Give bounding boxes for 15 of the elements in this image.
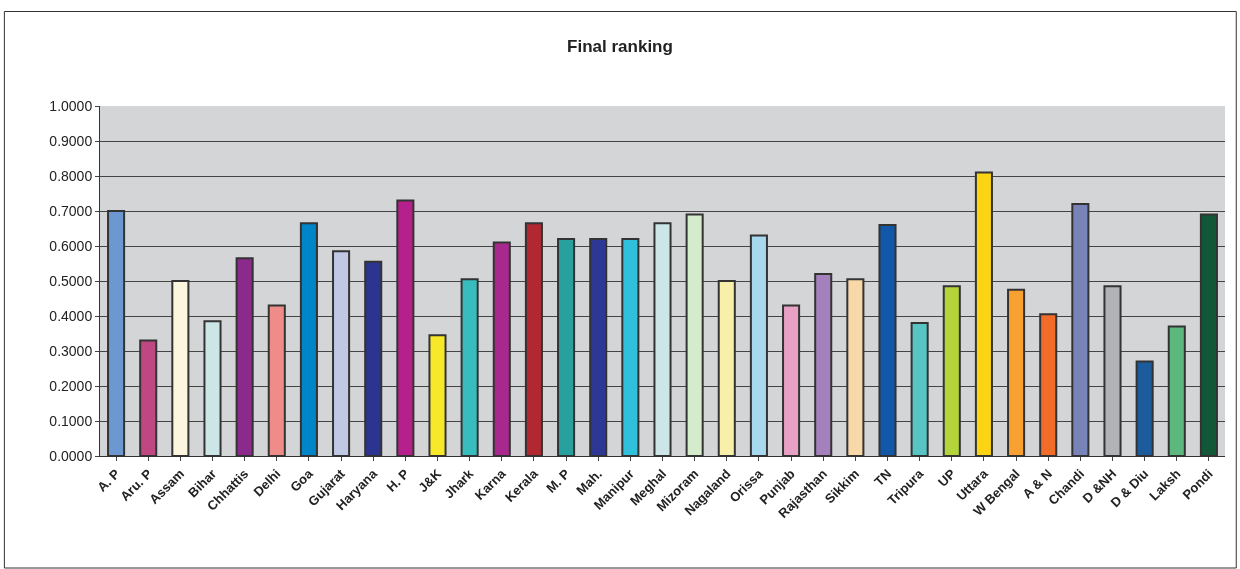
x-tick-label: UP [935,465,959,490]
y-tick-label: 0.8000 [49,167,93,184]
y-tick-label: 0.9000 [49,132,93,149]
y-tick-label: 0.1000 [49,412,93,429]
y-tick-label: 0.2000 [49,377,93,394]
y-tick-label: 1.0000 [49,97,93,114]
chart-title: Final ranking [567,36,673,56]
y-tick-label: 0.7000 [49,202,93,219]
x-tick-label: H. P [383,465,413,495]
y-tick-label: 0.4000 [49,307,93,324]
y-tick-label: 0.5000 [49,272,93,289]
x-tick-label: M. P [543,465,574,496]
y-tick-label: 0.6000 [49,237,93,254]
y-tick-label: 0.3000 [49,342,93,359]
y-tick-label: 0.0000 [49,447,93,464]
